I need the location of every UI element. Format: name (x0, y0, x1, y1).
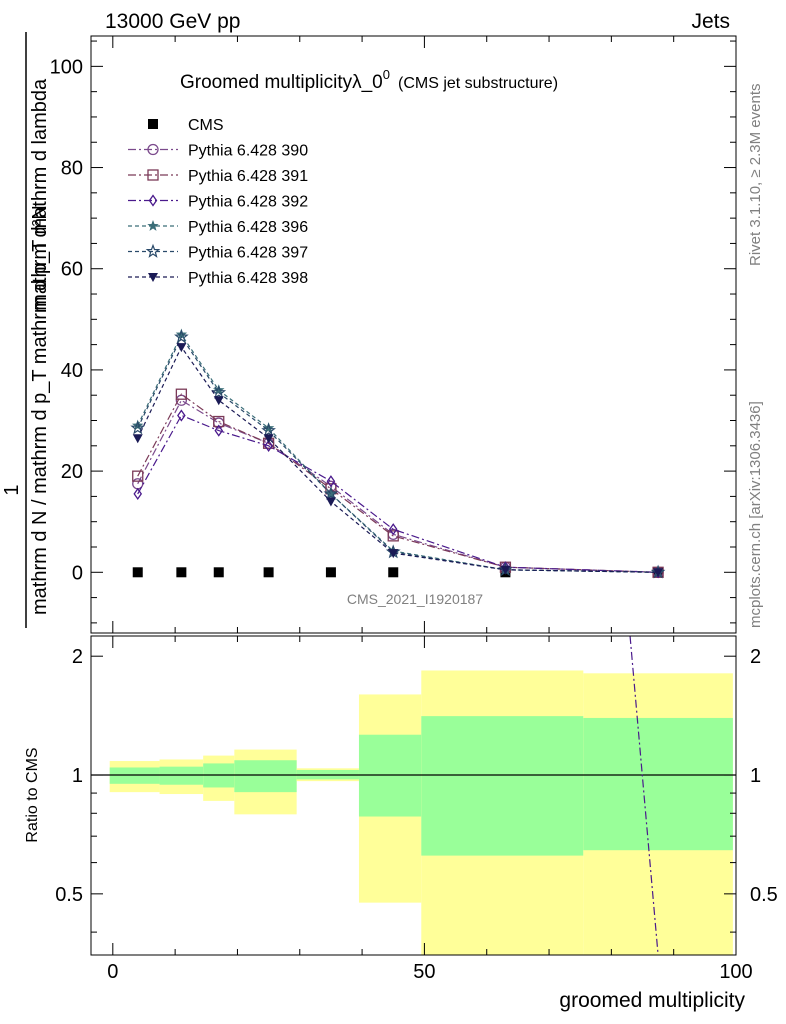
legend-label: Pythia 6.428 397 (188, 245, 308, 262)
legend-marker (148, 119, 158, 129)
data-point (175, 328, 188, 340)
data-point (132, 567, 143, 578)
ratio-y-tick-label: 1 (72, 765, 83, 787)
data-point (132, 470, 144, 482)
uncertainty-band-inner (358, 734, 422, 817)
header-category: Jets (691, 10, 730, 33)
data-point (388, 567, 399, 578)
y-tick-label: 60 (61, 259, 83, 281)
x-tick-label: 100 (719, 961, 752, 983)
legend-label: CMS (188, 117, 224, 134)
header-process: 13000 GeV pp (105, 10, 240, 33)
data-point (176, 343, 187, 353)
data-point (130, 420, 146, 435)
data-point (262, 422, 275, 433)
uncertainty-band-inner (583, 717, 733, 851)
mcplots-source-label: mcplots.cern.ch [arXiv:1306.3436] (747, 401, 764, 628)
data-point (214, 424, 224, 437)
uncertainty-band-inner (234, 760, 297, 793)
main-plot: 0 20 40 60 80 100 (50, 35, 737, 634)
data-point (325, 567, 336, 578)
data-point (326, 475, 336, 488)
uncertainty-band-inner (421, 716, 584, 856)
ratio-plot: 0.5 0.5 1 1 2 2 0 50 100 (55, 635, 778, 983)
plot-title-main: Groomed multiplicityλ_0 (180, 72, 383, 93)
legend-marker (147, 169, 159, 181)
y-axis-label-numerator: 1 (1, 484, 23, 495)
series-6 (132, 343, 664, 578)
series-line (137, 414, 659, 573)
data-point (387, 530, 399, 542)
analysis-watermark: CMS_2021_I1920187 (347, 591, 483, 607)
ratio-y-tick-label-right: 1 (750, 765, 761, 787)
data-point (500, 565, 511, 575)
series-line (137, 345, 659, 573)
data-point (264, 439, 273, 452)
x-tick-label: 0 (107, 961, 118, 983)
data-point (213, 567, 224, 578)
ratio-plot-frame (90, 635, 737, 956)
y-tick-label: 0 (72, 562, 83, 584)
data-point (175, 388, 188, 400)
ratio-y-tick-label: 0.5 (55, 884, 83, 906)
data-point (323, 486, 339, 501)
series-2 (132, 388, 664, 578)
y-axis-label: mathrm d²N 1 mathrm d N / mathrm d p_T m… (1, 32, 51, 628)
ratio-y-tick-label-right: 2 (750, 646, 761, 668)
ratio-y-tick-label: 2 (72, 646, 83, 668)
plot-title: Groomed multiplicityλ_00 (CMS jet substru… (180, 67, 558, 93)
series-line (137, 399, 659, 573)
plot-title-superscript: 0 (383, 67, 390, 82)
legend-label: Pythia 6.428 392 (188, 194, 308, 211)
plot-title-note: (CMS jet substructure) (398, 75, 558, 92)
data-point (325, 487, 337, 499)
y-tick-label: 80 (61, 158, 83, 180)
uncertainty-band-inner (159, 766, 204, 785)
data-point (132, 434, 143, 444)
x-tick-label: 50 (413, 961, 435, 983)
out-of-range-series-line (629, 635, 659, 956)
data-point (174, 329, 189, 344)
data-point (653, 568, 664, 578)
data-point (263, 434, 274, 444)
data-point (388, 549, 399, 559)
legend-label: Pythia 6.428 398 (188, 270, 308, 287)
legend-marker (148, 194, 158, 207)
data-point (177, 409, 186, 422)
rivet-version-label: Rivet 3.1.10, ≥ 2.3M events (747, 84, 764, 267)
y-tick-label: 40 (61, 360, 83, 382)
legend-label: Pythia 6.428 391 (188, 168, 308, 185)
data-point (213, 396, 224, 406)
series-line (137, 393, 659, 573)
legend-label: Pythia 6.428 390 (188, 143, 308, 160)
data-point (133, 487, 143, 501)
data-point (263, 567, 274, 578)
y-tick-label: 20 (61, 461, 83, 483)
data-point (261, 422, 276, 437)
legend-marker (148, 273, 158, 282)
data-point (388, 523, 398, 536)
data-point (213, 384, 225, 395)
x-axis-label: groomed multiplicity (559, 989, 745, 1012)
ratio-y-tick-label-right: 0.5 (750, 884, 778, 906)
legend-marker (147, 220, 159, 231)
uncertainty-band-inner (109, 767, 160, 784)
y-axis-label-top: mathrm d²N (29, 205, 51, 311)
y-tick-label: 100 (50, 56, 83, 78)
data-point (211, 384, 227, 399)
legend-label: Pythia 6.428 396 (188, 219, 308, 236)
main-plot-frame (90, 35, 737, 634)
ratio-y-axis-label: Ratio to CMS (24, 747, 41, 842)
data-point (176, 567, 187, 578)
data-point (325, 497, 336, 507)
y-axis-label-denominator: mathrm d N / mathrm d p_T mathrm d p_T m… (29, 78, 51, 615)
data-point (132, 419, 144, 431)
series-0 (132, 567, 664, 578)
legend-marker (145, 243, 161, 258)
legend-marker (147, 143, 159, 156)
legend: CMS Pythia 6.428 390 Pythia 6.428 391 Pythi… (128, 117, 308, 287)
